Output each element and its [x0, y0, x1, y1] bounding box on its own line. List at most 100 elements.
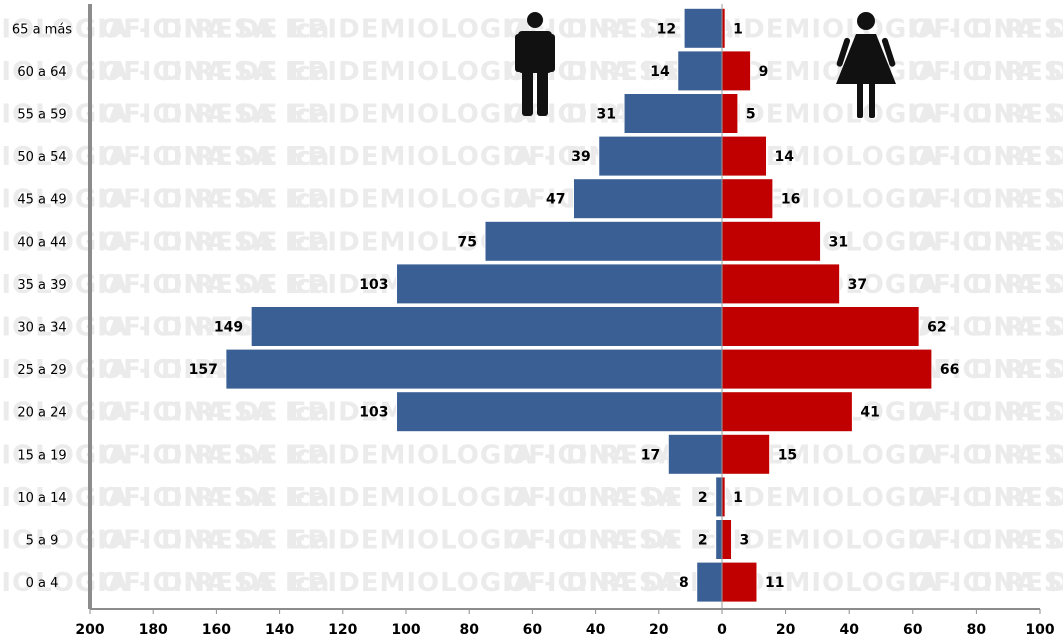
female-figure-icon: [836, 12, 896, 118]
category-label: 40 a 44: [17, 235, 66, 250]
watermark-text: OFICINA DE EPIDEMIOLOGIA - DIRESA Ica: [0, 440, 330, 470]
bar-right-40-a-44: [721, 220, 822, 262]
watermark-text: OFICINA DE EPIDEMIOLOGIA - DIRESA Ica: [505, 14, 1063, 44]
data-label-left: 103: [359, 405, 388, 421]
watermark-text: OFICINA DE EPIDEMIOLOGIA - DIRESA Ica: [910, 227, 1063, 257]
bar-left-60-a-64: [677, 50, 723, 92]
category-label: 55 a 59: [17, 108, 66, 123]
watermark-text: OFICINA DE EPIDEMIOLOGIA - DIRESA Ica: [100, 440, 735, 470]
bar-right-50-a-54: [721, 135, 768, 177]
data-label-right: 66: [940, 362, 959, 378]
category-label: 30 a 34: [17, 321, 66, 336]
male-figure-icon: [515, 12, 555, 116]
data-label-left: 47: [546, 192, 565, 208]
category-label: 35 a 39: [17, 278, 66, 293]
bar-left-20-a-24: [396, 391, 723, 433]
bar-right-35-a-39: [721, 263, 841, 305]
watermark-text: OFICINA DE EPIDEMIOLOGIA - DIRESA Ica: [910, 355, 1063, 385]
data-label-left: 157: [189, 362, 218, 378]
watermark-text: OFICINA DE EPIDEMIOLOGIA - DIRESA Ica: [910, 270, 1063, 300]
watermark-text: OFICINA DE EPIDEMIOLOGIA - DIRESA Ica: [910, 440, 1063, 470]
bar-right-55-a-59: [721, 93, 739, 134]
bar-right-30-a-34: [721, 306, 920, 347]
bar-right-15-a-19: [721, 433, 771, 475]
bar-right-60-a-64: [721, 50, 752, 92]
watermark-text: OFICINA DE EPIDEMIOLOGIA - DIRESA Ica: [910, 14, 1063, 44]
data-label-left: 12: [657, 21, 676, 37]
data-label-right: 1: [733, 21, 743, 37]
data-label-right: 62: [927, 320, 946, 336]
watermark-text: OFICINA DE EPIDEMIOLOGIA - DIRESA Ica: [0, 227, 330, 257]
data-label-left: 75: [458, 234, 477, 250]
data-label-left: 2: [698, 533, 708, 549]
x-tick-label: 80: [967, 622, 987, 638]
watermark-text: OFICINA DE EPIDEMIOLOGIA - DIRESA Ica: [910, 568, 1063, 598]
watermark-text: OFICINA DE EPIDEMIOLOGIA - DIRESA Ica: [910, 398, 1063, 428]
watermark-text: OFICINA DE EPIDEMIOLOGIA - DIRESA Ica: [505, 483, 1063, 513]
bar-left-55-a-59: [623, 93, 723, 134]
watermark-text: OFICINA DE EPIDEMIOLOGIA - DIRESA Ica: [0, 142, 330, 172]
data-label-right: 14: [775, 149, 795, 165]
category-label: 5 a 9: [26, 534, 59, 549]
bar-right-25-a-29: [721, 348, 933, 390]
bar-left-30-a-34: [250, 306, 723, 347]
watermark-text: OFICINA DE EPIDEMIOLOGIA - DIRESA Ica: [910, 142, 1063, 172]
x-tick-label: 20: [776, 622, 796, 638]
watermark-text: OFICINA DE EPIDEMIOLOGIA - DIRESA Ica: [910, 57, 1063, 87]
category-label: 15 a 19: [17, 448, 66, 463]
category-label: 10 a 14: [17, 491, 66, 506]
axes-layer: 200 180 160 140 120 100 80 60 40 20 0 20 40 60 80 100: [75, 4, 1055, 638]
watermark-text: OFICINA DE EPIDEMIOLOGIA - DIRESA Ica: [0, 14, 330, 44]
watermark-text: OFICINA DE EPIDEMIOLOGIA - DIRESA Ica: [100, 568, 735, 598]
icons-layer: [515, 12, 896, 118]
watermark-text: OFICINA DE EPIDEMIOLOGIA - DIRESA Ica: [0, 270, 330, 300]
watermark-text: OFICINA DE EPIDEMIOLOGIA - DIRESA Ica: [505, 57, 1063, 87]
x-tick-label: 0: [717, 622, 727, 638]
data-label-right: 37: [848, 277, 867, 293]
watermark-text: OFICINA DE EPIDEMIOLOGIA - DIRESA Ica: [0, 398, 330, 428]
x-tick-label: 100: [391, 622, 420, 638]
bar-left-40-a-44: [484, 220, 723, 262]
x-tick-label: 100: [1025, 622, 1054, 638]
bar-left-35-a-39: [396, 263, 723, 305]
watermark-text: OFICINA DE EPIDEMIOLOGIA - DIRESA Ica: [0, 526, 330, 556]
watermark-text: OFICINA DE EPIDEMIOLOGIA - DIRESA Ica: [0, 185, 330, 215]
watermark-text: OFICINA DE EPIDEMIOLOGIA - DIRESA Ica: [0, 568, 330, 598]
watermark-text: OFICINA DE EPIDEMIOLOGIA - DIRESA Ica: [100, 57, 735, 87]
data-label-right: 1: [733, 490, 743, 506]
category-label: 45 a 49: [17, 193, 66, 208]
bar-left-50-a-54: [598, 135, 723, 177]
watermark-text: OFICINA DE EPIDEMIOLOGIA - DIRESA Ica: [910, 100, 1063, 130]
data-label-left: 2: [698, 490, 708, 506]
watermark-text: OFICINA DE EPIDEMIOLOGIA - DIRESA Ica: [0, 57, 330, 87]
category-label: 20 a 24: [17, 406, 66, 421]
x-tick-label: 60: [903, 622, 923, 638]
bar-right-0-a-4: [721, 561, 758, 603]
watermark-text: OFICINA DE EPIDEMIOLOGIA - DIRESA Ica: [910, 313, 1063, 343]
x-tick-label: 160: [202, 622, 231, 638]
category-label: 50 a 54: [17, 150, 66, 165]
watermark-text: OFICINA DE EPIDEMIOLOGIA - DIRESA Ica: [910, 483, 1063, 513]
watermark-text: OFICINA DE EPIDEMIOLOGIA - DIRESA Ica: [0, 100, 330, 130]
x-tick-label: 140: [265, 622, 294, 638]
watermark-text: OFICINA DE EPIDEMIOLOGIA - DIRESA Ica: [505, 142, 1063, 172]
data-label-left: 103: [359, 277, 388, 293]
data-label-right: 3: [740, 533, 750, 549]
x-tick-label: 20: [649, 622, 669, 638]
x-tick-label: 40: [839, 622, 859, 638]
x-tick-label: 60: [523, 622, 543, 638]
watermark-text: OFICINA DE EPIDEMIOLOGIA - DIRESA Ica: [0, 483, 330, 513]
data-label-right: 31: [829, 234, 848, 250]
x-tick-label: 200: [75, 622, 104, 638]
watermark-text: OFICINA DE EPIDEMIOLOGIA - DIRESA Ica: [505, 440, 1063, 470]
x-tick-label: 120: [328, 622, 357, 638]
data-label-left: 14: [650, 64, 670, 80]
bar-right-5-a-9: [721, 519, 733, 560]
bar-right-20-a-24: [721, 391, 853, 433]
bar-left-45-a-49: [572, 178, 723, 220]
category-label: 60 a 64: [17, 65, 66, 80]
watermark-text: OFICINA DE EPIDEMIOLOGIA - DIRESA Ica: [505, 100, 1063, 130]
watermark-text: OFICINA DE EPIDEMIOLOGIA - DIRESA Ica: [100, 526, 735, 556]
